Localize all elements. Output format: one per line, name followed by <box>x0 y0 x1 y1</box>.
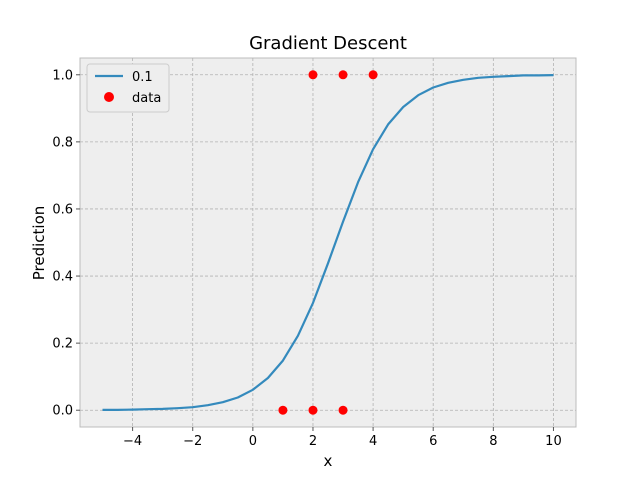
data-point <box>338 70 348 80</box>
data-point <box>368 70 378 80</box>
data-point <box>278 405 288 415</box>
data-point <box>308 405 318 415</box>
y-axis-ticks: 0.0 0.2 0.4 0.6 0.8 1.0 <box>52 68 80 419</box>
x-tick-label: −2 <box>183 434 202 449</box>
plot-area <box>79 57 577 428</box>
legend-label-line: 0.1 <box>132 70 153 85</box>
y-tick-label: 0.0 <box>52 404 73 419</box>
x-tick-label: 0 <box>249 434 257 449</box>
y-tick-label: 1.0 <box>52 68 73 83</box>
x-tick-label: 8 <box>489 434 497 449</box>
y-tick-label: 0.8 <box>52 135 73 150</box>
y-tick-label: 0.2 <box>52 337 73 352</box>
x-tick-label: 6 <box>429 434 437 449</box>
legend: 0.1 data <box>86 63 170 113</box>
legend-label-data: data <box>132 91 161 106</box>
chart-title: Gradient Descent <box>249 33 407 54</box>
y-axis-label: Prediction <box>30 206 48 281</box>
x-axis-ticks: −4 −2 0 2 4 6 8 10 <box>123 427 562 449</box>
series-layer <box>102 70 554 415</box>
x-tick-label: 4 <box>369 434 377 449</box>
data-point <box>338 405 348 415</box>
x-tick-label: 2 <box>309 434 317 449</box>
data-point <box>308 70 318 80</box>
y-tick-label: 0.6 <box>52 202 73 217</box>
legend-marker-swatch <box>104 92 114 102</box>
x-tick-label: −4 <box>123 434 142 449</box>
y-tick-label: 0.4 <box>52 270 73 285</box>
x-tick-label: 10 <box>545 434 562 449</box>
series-line <box>102 74 554 411</box>
x-axis-label: x <box>324 452 333 470</box>
